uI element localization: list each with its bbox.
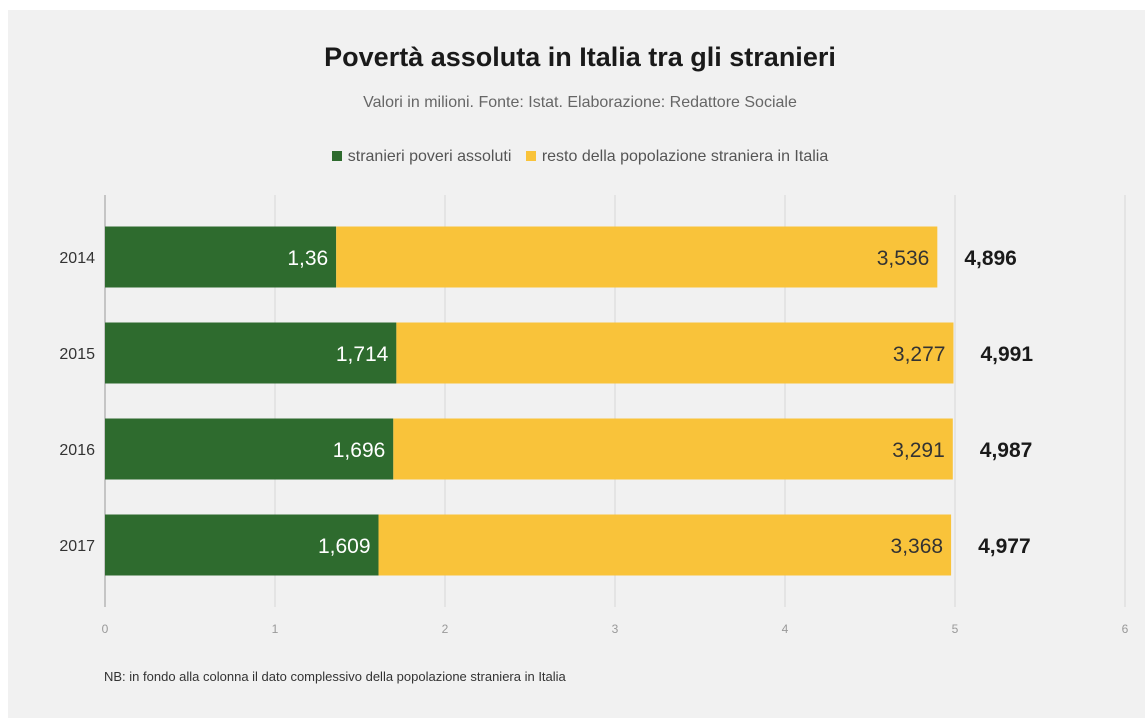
legend-label-poor: stranieri poveri assoluti [347,148,512,165]
x-tick-label: 4 [782,622,789,636]
category-label: 2016 [59,442,95,459]
chart-legend: stranieri poveri assoluti resto della po… [0,148,1145,166]
bar-poor [105,226,337,288]
legend-swatch-poor [331,150,342,161]
data-label-rest: 3,368 [891,535,944,558]
x-tick-label: 5 [952,622,959,636]
bar-poor [105,514,379,576]
data-label-rest: 3,536 [877,247,930,270]
legend-label-rest: resto della popolazione straniera in Ita… [541,148,829,165]
bar-poor [105,322,397,384]
data-label-rest: 3,277 [893,343,946,366]
data-label-poor: 1,714 [336,343,389,366]
data-label-rest: 3,291 [892,439,945,462]
x-tick-label: 2 [442,622,449,636]
chart-title: Povertà assoluta in Italia tra gli stran… [324,42,836,72]
legend-item-poor: stranieri poveri assoluti [331,148,512,166]
bar-rest [378,514,952,576]
total-label: 4,896 [964,247,1017,270]
category-label: 2017 [59,538,95,555]
bar-poor [105,418,394,480]
data-label-poor: 1,696 [333,439,386,462]
x-tick-label: 0 [102,622,109,636]
x-tick-label: 6 [1122,622,1129,636]
total-label: 4,987 [980,439,1033,462]
legend-item-rest: resto della popolazione straniera in Ita… [525,148,829,166]
category-label: 2015 [59,346,95,363]
total-label: 4,991 [980,343,1033,366]
x-tick-label: 3 [612,622,619,636]
x-tick-label: 1 [272,622,279,636]
chart-footnote: NB: in fondo alla colonna il dato comple… [104,669,566,684]
bar-rest [393,418,953,480]
category-label: 2014 [59,250,95,267]
bar-rest [336,226,938,288]
chart-subtitle: Valori in milioni. Fonte: Istat. Elabora… [363,94,797,111]
total-label: 4,977 [978,535,1031,558]
data-label-poor: 1,609 [318,535,371,558]
data-label-poor: 1,36 [287,247,328,270]
legend-swatch-rest [525,150,536,161]
bar-rest [396,322,954,384]
